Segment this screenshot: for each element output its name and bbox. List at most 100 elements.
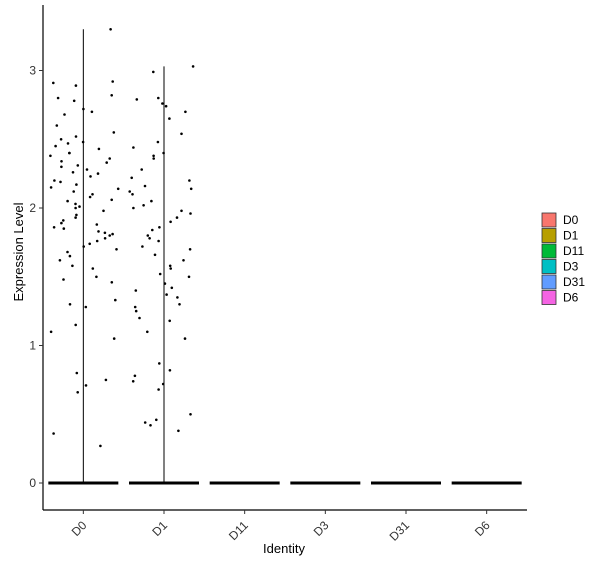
legend-label-d0: D0 [563,213,579,227]
point-d0-9 [63,113,66,116]
violin-base-d31 [371,481,441,485]
point-d0-47 [60,221,63,225]
x-tick-label-d0: D0 [69,518,90,539]
point-d0-76 [84,384,88,387]
point-d1-6 [184,110,187,114]
point-d1-18 [189,187,193,191]
point-d0-36 [91,193,94,196]
point-d1-23 [132,206,135,210]
point-d0-12 [74,135,78,138]
point-d1-57 [161,382,165,386]
point-d0-70 [84,305,88,309]
point-d0-44 [75,213,78,217]
point-d1-50 [168,319,171,323]
point-d1-13 [152,157,155,160]
point-d1-27 [169,220,172,224]
legend-label-d11: D11 [563,244,584,258]
point-d1-32 [157,239,160,243]
violin-base-d3 [290,481,361,485]
point-d1-48 [134,309,138,313]
point-d0-39 [66,199,69,203]
point-d1-37 [168,264,172,268]
point-d0-54 [108,234,111,237]
point-d1-44 [165,293,168,296]
point-d1-9 [156,140,160,144]
point-d0-28 [96,172,100,175]
point-d0-55 [103,237,107,240]
point-d0-25 [60,165,63,169]
point-d0-77 [76,391,79,394]
point-d0-21 [108,157,111,160]
point-d1-0 [191,65,195,68]
point-d0-2 [52,81,55,85]
point-d1-63 [177,429,180,433]
point-d0-7 [82,107,85,111]
legend-key-d31 [541,274,557,290]
point-d0-35 [72,190,75,193]
point-d0-75 [104,378,108,382]
y-tick-label-2: 2 [29,201,36,215]
point-d0-37 [88,195,92,199]
point-d0-60 [66,250,69,254]
point-d0-69 [68,303,72,306]
point-d1-36 [182,259,185,262]
point-d0-29 [89,175,92,178]
point-d0-33 [49,186,53,189]
point-d1-60 [155,418,158,422]
point-d0-46 [62,219,65,222]
point-d1-45 [176,296,179,299]
point-d0-51 [97,230,100,233]
point-d0-67 [110,281,114,284]
point-d0-19 [68,151,71,155]
point-d0-43 [102,209,105,213]
point-d0-17 [97,147,101,151]
point-d0-57 [88,242,91,246]
point-d0-42 [74,206,77,210]
y-tick-label-0: 0 [29,476,36,490]
point-d1-15 [130,176,133,180]
x-tick-label-d1: D1 [149,518,170,539]
point-d0-0 [109,28,112,31]
point-d1-42 [170,286,174,290]
point-d0-73 [112,337,116,340]
point-d1-12 [152,154,155,158]
point-d0-23 [105,161,108,164]
point-d1-61 [143,421,147,424]
point-d1-3 [135,98,139,101]
point-d1-8 [180,132,183,136]
point-d0-62 [58,259,62,262]
axes: 0 1 2 3 D0 D1 D11 D3 D31 D6 [29,5,527,544]
point-d0-40 [74,202,77,206]
point-d1-26 [175,216,179,219]
point-d0-65 [95,275,98,279]
point-d1-5 [164,104,168,108]
point-d0-56 [95,239,99,243]
point-d0-24 [76,164,80,167]
point-d0-13 [59,138,63,141]
point-d0-61 [68,254,72,258]
point-d0-71 [74,323,77,327]
point-d1-10 [132,146,135,149]
point-d1-14 [140,168,143,171]
point-d0-53 [111,232,114,236]
point-d0-34 [116,187,120,191]
point-d1-35 [153,253,157,257]
point-d0-78 [52,432,55,435]
plot-area [48,28,522,485]
point-d0-15 [66,142,70,145]
violin-base-d6 [451,481,522,485]
point-d1-58 [157,388,160,391]
point-d1-46 [178,303,181,306]
point-d0-5 [56,96,60,100]
point-d0-74 [75,371,79,375]
x-axis-title: Identity [263,541,305,556]
legend-key-d1 [541,228,557,243]
point-d0-11 [112,131,116,134]
point-d1-2 [157,96,160,100]
point-d1-34 [188,248,192,251]
point-d0-72 [49,330,53,334]
point-d0-16 [54,144,57,148]
point-d0-48 [95,223,99,226]
point-d1-52 [183,337,187,340]
